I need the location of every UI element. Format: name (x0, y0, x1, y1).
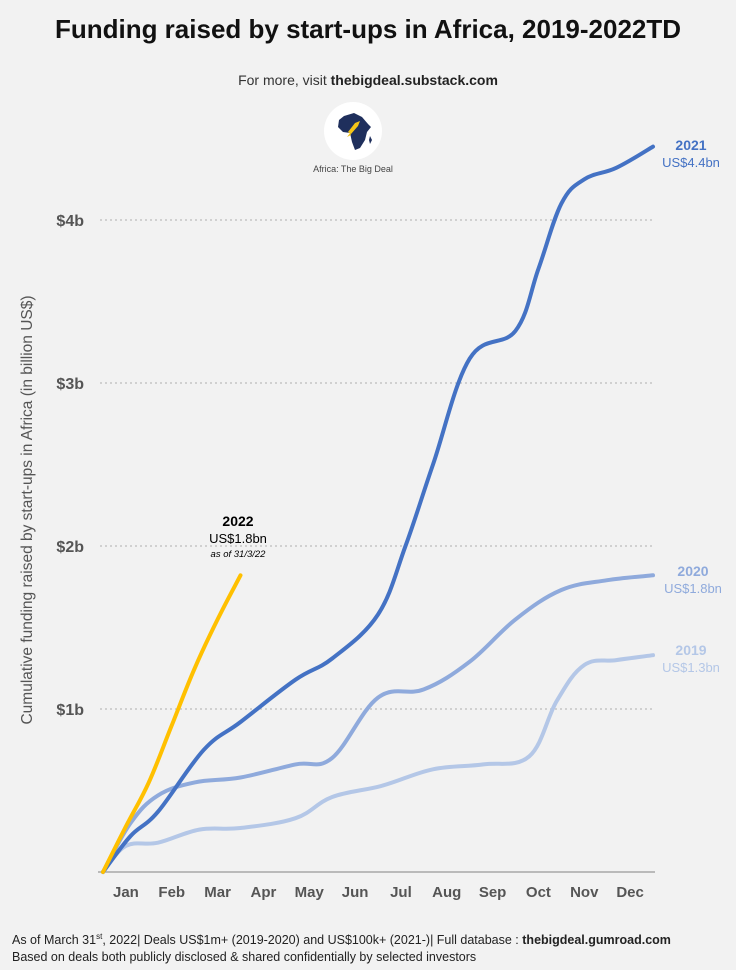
x-tick-label: Apr (250, 884, 276, 901)
footer-line-1: As of March 31st, 2022| Deals US$1m+ (20… (12, 928, 671, 949)
series-name-2022: 2022 (222, 513, 253, 529)
series-lines (101, 144, 655, 874)
y-tick-label: $4b (56, 213, 84, 230)
chart-title: Funding raised by start-ups in Africa, 2… (54, 14, 682, 44)
x-tick-label: Jan (113, 884, 139, 901)
series-line-2022 (101, 573, 243, 874)
footer-notes: As of March 31st, 2022| Deals US$1m+ (20… (12, 928, 671, 966)
series-value-2021: US$4.4bn (662, 155, 720, 170)
series-labels: 2019 US$1.3bn 2020 US$1.8bn 2021 US$4.4bn 2022… (209, 137, 722, 675)
subtitle-link[interactable]: thebigdeal.substack.com (330, 72, 498, 88)
footer-date-sup: st (96, 932, 103, 941)
x-tick-label: Feb (158, 884, 185, 901)
gridlines (100, 219, 653, 710)
series-note-2022: as of 31/3/22 (211, 549, 267, 560)
x-tick-label: Aug (432, 884, 461, 901)
x-tick-label: Jun (342, 884, 369, 901)
series-value-2022: US$1.8bn (209, 531, 267, 546)
africa-map-rocket-icon (324, 102, 382, 160)
series-value-2019: US$1.3bn (662, 660, 720, 675)
x-tick-label: Oct (526, 884, 551, 901)
x-tick-label: Dec (616, 884, 644, 901)
series-line-2019 (101, 653, 655, 874)
x-tick-label: Mar (204, 884, 231, 901)
x-tick-label: Sep (479, 884, 507, 901)
subtitle-prefix: For more, visit (238, 72, 331, 88)
y-axis-label: Cumulative funding raised by start-ups i… (19, 295, 36, 724)
series-name-2021: 2021 (675, 137, 706, 153)
axes: $1b $2b $3b $4b Jan Feb Mar Apr May Jun Jul Aug Sep O… (19, 213, 655, 901)
africa-map-rocket-svg (338, 113, 372, 150)
series-name-2019: 2019 (675, 642, 706, 658)
footer-line-2: Based on deals both publicly disclosed &… (12, 950, 477, 965)
x-tick-label: Nov (570, 884, 599, 901)
x-tick-label: May (295, 884, 325, 901)
series-line-2021 (101, 144, 655, 874)
y-tick-label: $2b (56, 539, 84, 556)
series-name-2020: 2020 (677, 563, 708, 579)
logo-caption: Africa: The Big Deal (313, 164, 393, 174)
y-tick-label: $3b (56, 376, 84, 393)
footer-date: As of March 31 (12, 933, 97, 948)
series-value-2020: US$1.8bn (664, 581, 722, 596)
series-line-2020 (101, 573, 655, 874)
chart-subtitle: For more, visit thebigdeal.substack.com (0, 72, 736, 88)
footer-database-link[interactable]: thebigdeal.gumroad.com (522, 933, 671, 948)
x-tick-label: Jul (390, 884, 412, 901)
footer-deals-note: , 2022| Deals US$1m+ (2019-2020) and US$… (102, 933, 523, 948)
y-tick-label: $1b (56, 702, 84, 719)
